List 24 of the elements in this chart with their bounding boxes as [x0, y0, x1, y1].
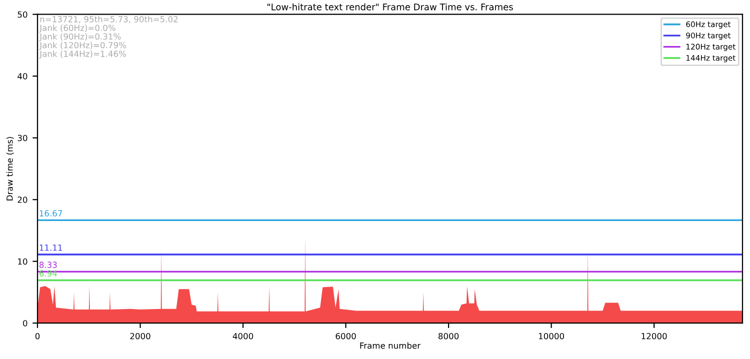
y-tick-label: 40 [18, 73, 28, 80]
y-tick-label: 50 [18, 11, 28, 18]
x-tick-label: 4000 [232, 332, 254, 340]
annotation: Jank (120Hz)=0.79% [39, 42, 126, 50]
y-tick-label: 30 [18, 134, 28, 142]
x-tick-label: 0 [35, 332, 40, 340]
y-axis-title: Draw time (ms) [6, 137, 14, 200]
x-tick-label: 10000 [538, 332, 564, 340]
x-tick-label: 6000 [336, 332, 356, 340]
annotation: Jank (90Hz)=0.31% [39, 33, 121, 42]
x-tick-label: 8000 [438, 332, 459, 340]
data-label: 11.11 [40, 244, 62, 251]
y-tick-label: 0 [23, 320, 28, 326]
x-tick-label: 2000 [130, 332, 150, 340]
x-axis-title: Frame number [360, 342, 421, 349]
data-label: 16.67 [40, 210, 62, 216]
annotation: Jank (144Hz)=1.46% [39, 50, 126, 58]
chart-title: "Low-hitrate text render" Frame Draw Time vs. Frames [268, 3, 513, 10]
x-tick-label: 12000 [642, 332, 667, 340]
data-label: 8.33 [39, 262, 57, 268]
annotation: Jank (60Hz)=0.0% [39, 24, 116, 33]
y-tick-label: 10 [18, 258, 28, 265]
annotation: n=13721, 95th=5.73, 90th=5.02 [40, 16, 178, 24]
y-tick-label: 20 [18, 196, 28, 203]
